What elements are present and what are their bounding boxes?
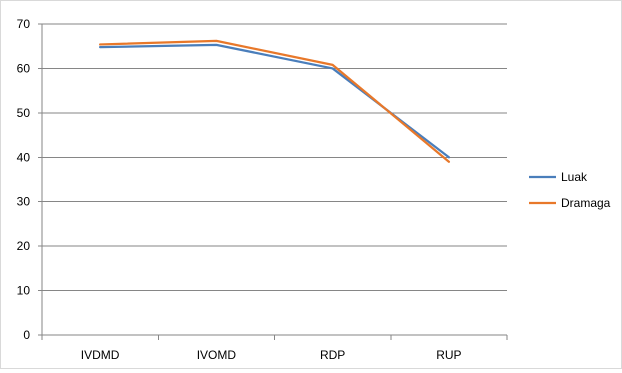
y-tick-label-20: 20	[17, 239, 31, 253]
y-tick-label-40: 40	[17, 150, 31, 164]
x-tick-label-rup: RUP	[436, 348, 461, 362]
x-tick-label-ivomd: IVOMD	[197, 348, 237, 362]
series-line-dramaga	[99, 39, 450, 163]
series-line-luak	[99, 43, 450, 159]
legend-label-luak: Luak	[561, 170, 588, 184]
x-tick-label-ivdmd: IVDMD	[81, 348, 120, 362]
y-tick-label-10: 10	[17, 284, 31, 298]
x-tick-label-rdp: RDP	[320, 348, 345, 362]
y-tick-label-70: 70	[17, 17, 31, 31]
y-tick-label-30: 30	[17, 195, 31, 209]
y-tick-label-0: 0	[23, 328, 30, 342]
legend-label-dramaga: Dramaga	[561, 196, 611, 210]
y-tick-label-50: 50	[17, 106, 31, 120]
y-tick-label-60: 60	[17, 61, 31, 75]
